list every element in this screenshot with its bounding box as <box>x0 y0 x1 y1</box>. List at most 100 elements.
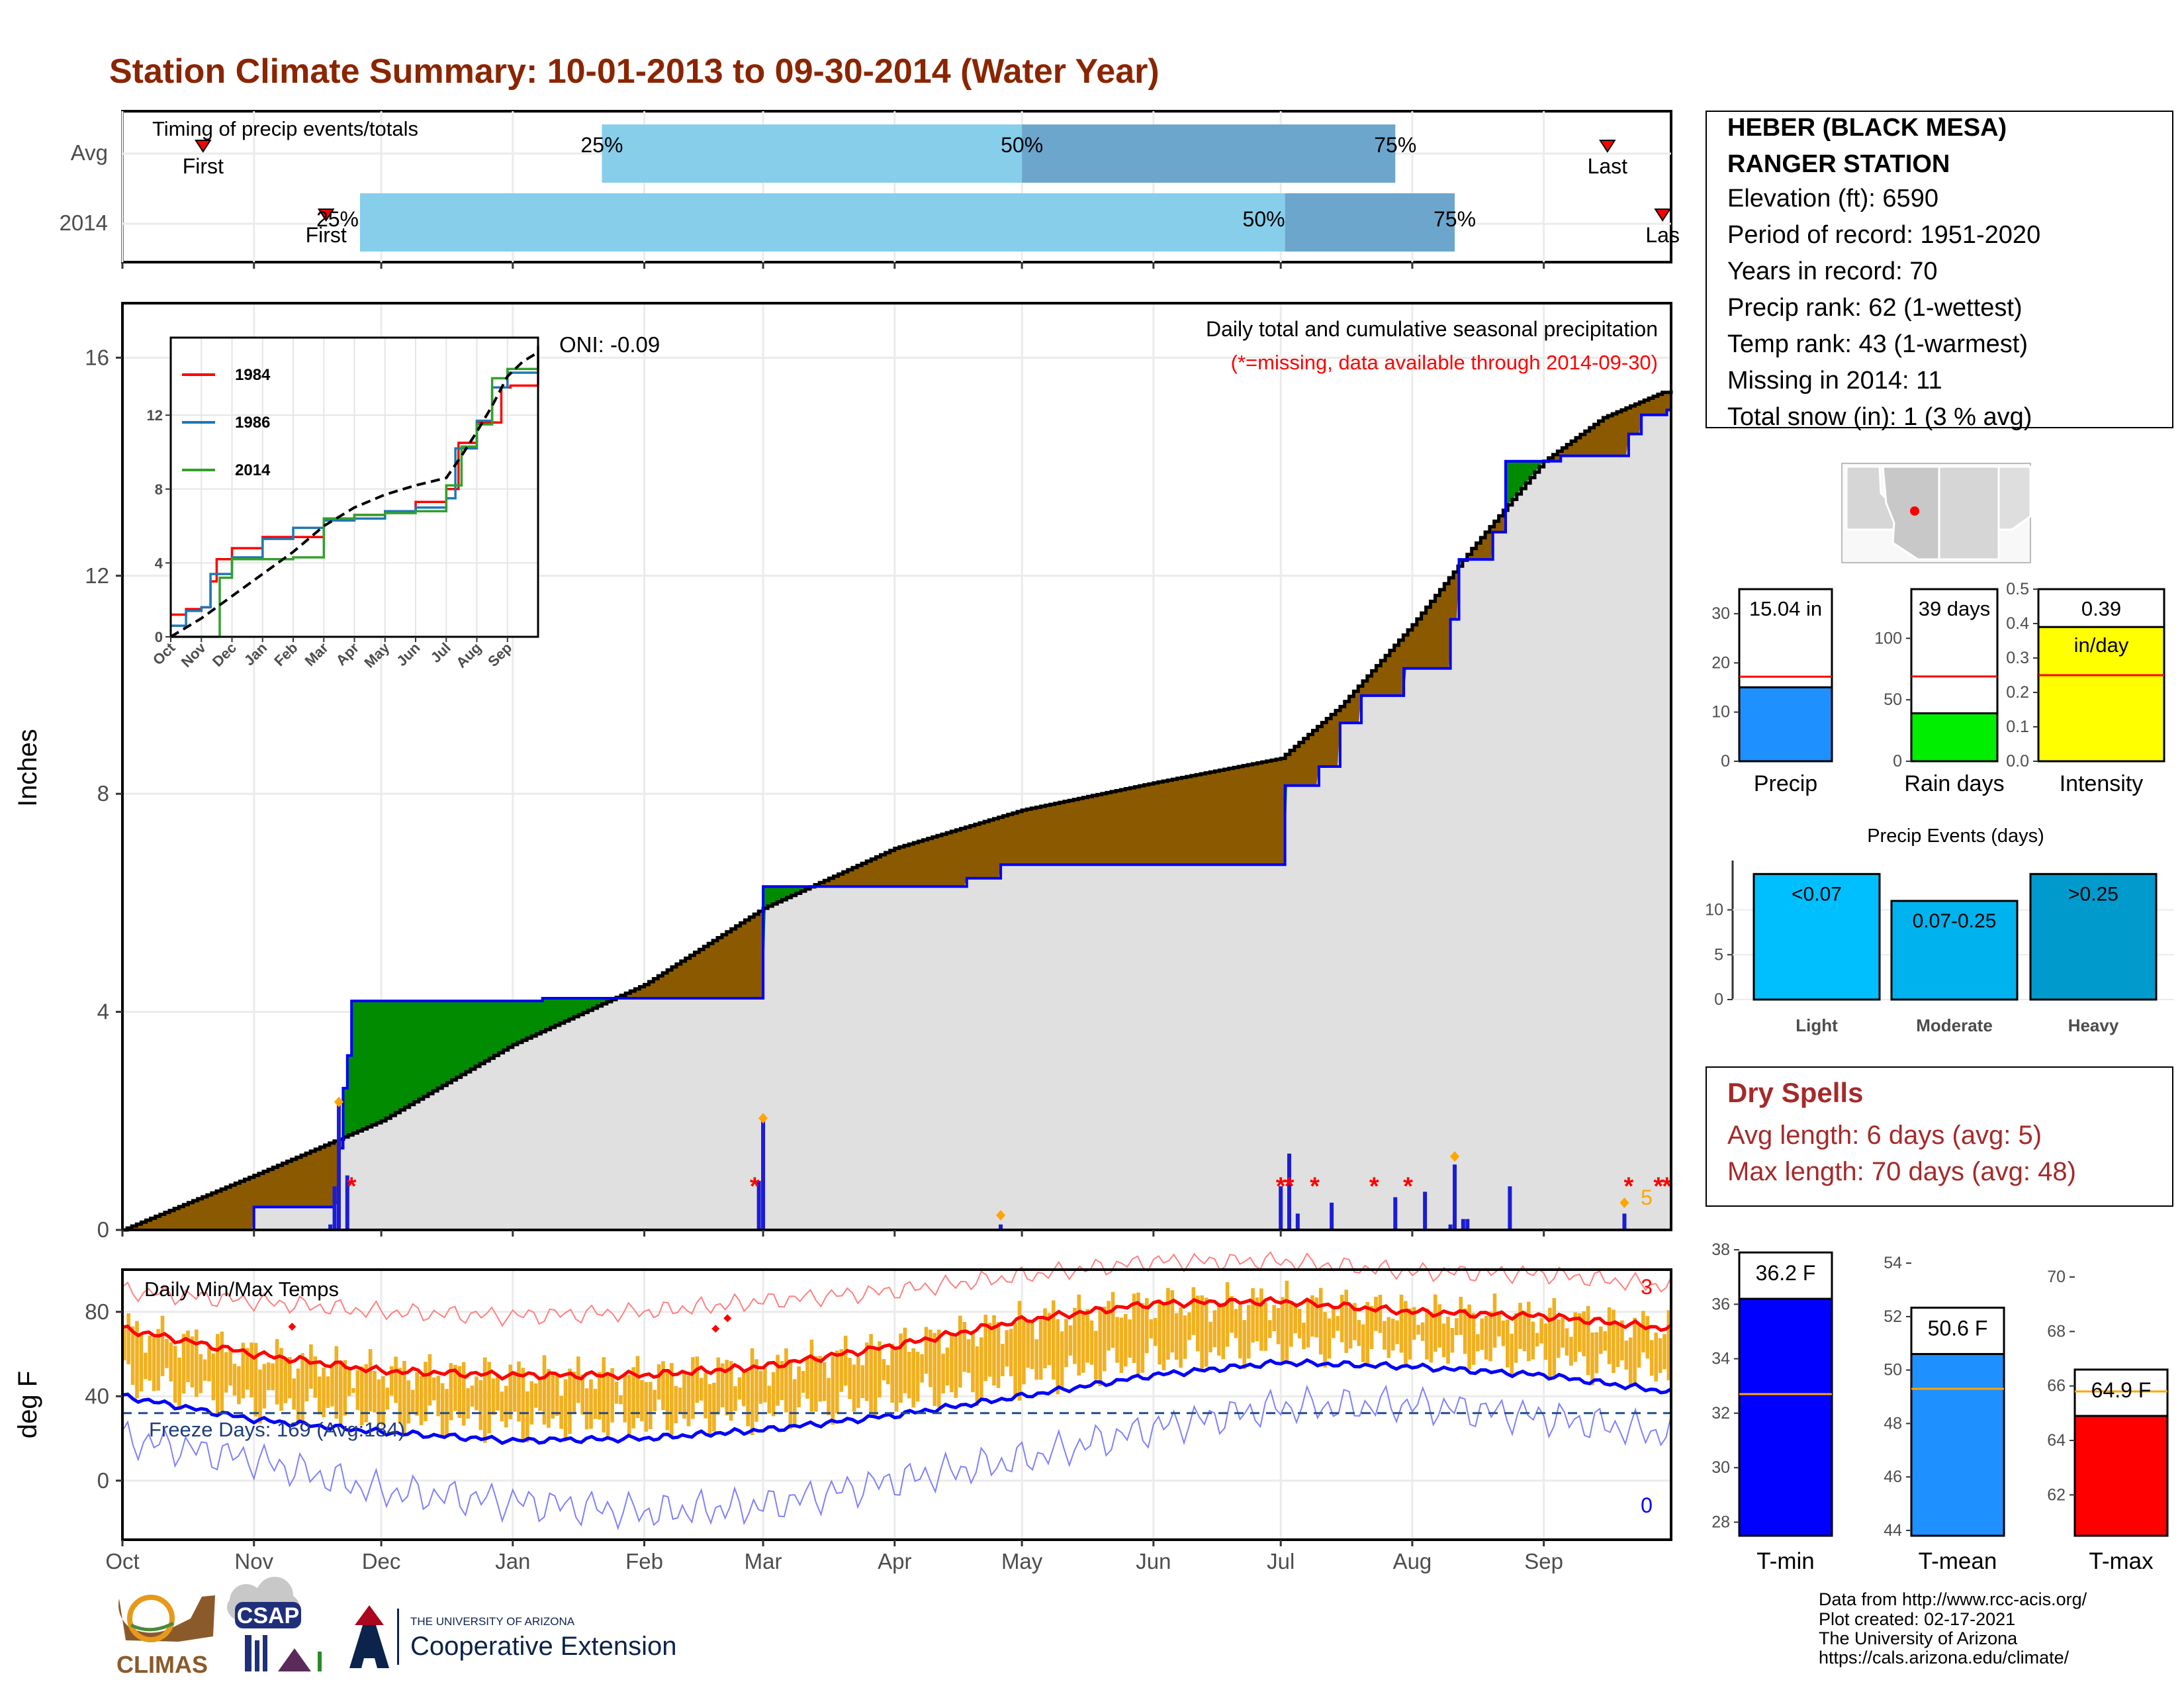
daily-temp-range-bar <box>1569 1336 1573 1366</box>
daily-temp-range-bar <box>742 1372 746 1407</box>
daily-temp-range-bar <box>614 1382 619 1404</box>
mini-bar-value-label: 0.39 <box>2081 597 2121 620</box>
csap-logo-text: CSAP <box>237 1603 299 1628</box>
timing-label-25: 25% <box>316 207 359 231</box>
daily-temp-range-bar <box>1128 1319 1132 1358</box>
daily-temp-range-bar <box>1374 1296 1378 1331</box>
daily-temp-range-bar <box>165 1338 169 1368</box>
daily-temp-range-bar <box>1463 1308 1467 1354</box>
daily-temp-range-bar <box>720 1363 725 1408</box>
timing-label-75: 75% <box>1433 207 1476 231</box>
daily-temp-range-bar <box>1361 1324 1365 1362</box>
daily-temp-range-bar <box>453 1364 457 1411</box>
first-event-label: First <box>306 223 347 247</box>
mini-bar-tick-label: 0.0 <box>2006 752 2029 771</box>
daily-temp-range-bar <box>1506 1319 1510 1368</box>
daily-temp-range-bar <box>419 1376 424 1425</box>
temp-mini-bar <box>1738 1297 1833 1537</box>
daily-temp-range-bar <box>780 1361 784 1401</box>
daily-temp-range-bar <box>907 1352 911 1399</box>
timing-label-75: 75% <box>1374 133 1416 157</box>
daily-temp-range-bar <box>1404 1301 1408 1365</box>
daily-temp-range-bar <box>1302 1323 1306 1350</box>
credit-url: https://cals.arizona.edu/climate/ <box>1819 1648 2070 1667</box>
daily-temp-range-bar <box>177 1357 181 1408</box>
mini-bar-axis-label: Intensity <box>2060 771 2144 796</box>
record-high-marker <box>723 1314 732 1323</box>
daily-temp-range-bar <box>237 1366 241 1405</box>
daily-temp-range-bar <box>351 1388 355 1393</box>
missing-day-marker: * <box>1662 1172 1672 1200</box>
temp-mini-tick-label: 64 <box>2047 1431 2066 1450</box>
mini-bar-value <box>2037 626 2165 763</box>
first-event-marker <box>194 140 212 153</box>
daily-temp-range-bar <box>1399 1294 1404 1353</box>
credit-data-source: Data from http://www.rcc-acis.org/ <box>1819 1589 2087 1609</box>
daily-temp-range-bar <box>1272 1305 1276 1331</box>
timing-bar-50-75 <box>1022 124 1396 183</box>
daily-temp-range-bar <box>1603 1331 1607 1351</box>
daily-temp-range-bar <box>504 1385 508 1428</box>
daily-temp-range-bar <box>920 1354 924 1383</box>
daily-temp-range-bar <box>1318 1288 1323 1355</box>
daily-temp-range-bar <box>1649 1340 1654 1376</box>
daily-temp-range-bar <box>529 1381 534 1425</box>
daily-temp-range-bar <box>1005 1330 1009 1367</box>
daily-temp-range-bar <box>1565 1328 1569 1356</box>
tmax-record-line <box>122 1251 1672 1327</box>
daily-temp-range-bar <box>496 1374 500 1411</box>
daily-temp-range-bar <box>1263 1302 1268 1351</box>
daily-temp-range-bar <box>941 1353 945 1393</box>
mini-bar-tick-label: 30 <box>1711 604 1730 623</box>
temp-mini-value-label: 36.2 F <box>1756 1261 1816 1285</box>
daily-temp-range-bar <box>584 1388 589 1430</box>
daily-temp-range-bar <box>169 1342 173 1382</box>
daily-temp-range-bar <box>983 1315 987 1382</box>
daily-temp-range-bar <box>360 1366 364 1426</box>
temp-mini-tick-label: 66 <box>2047 1377 2066 1395</box>
daily-temp-range-bar <box>852 1364 856 1412</box>
daily-temp-range-bar <box>406 1380 411 1424</box>
daily-temp-range-bar <box>1204 1297 1208 1367</box>
daily-temp-range-bar <box>1073 1307 1077 1364</box>
daily-temp-range-bar <box>929 1329 933 1387</box>
daily-precip-bar <box>756 1180 761 1230</box>
daily-temp-range-bar <box>440 1383 445 1436</box>
temp-mini-value-label: 50.6 F <box>1928 1316 1988 1340</box>
daily-temp-range-bar <box>640 1380 644 1421</box>
event-bar-range-label: >0.25 <box>2068 883 2118 905</box>
daily-temp-range-bar <box>267 1362 271 1391</box>
daily-temp-range-bar <box>415 1372 419 1416</box>
daily-temp-range-bar <box>1615 1324 1620 1368</box>
daily-temp-range-bar <box>1085 1309 1089 1363</box>
mini-bar-tick-label: 0 <box>1721 752 1730 771</box>
daily-temp-range-bar <box>695 1356 700 1403</box>
x-tick-label: Dec <box>362 1549 401 1573</box>
daily-temp-range-bar <box>279 1348 283 1411</box>
daily-temp-range-bar <box>1281 1297 1285 1364</box>
daily-precip-bar <box>336 1104 341 1230</box>
daily-temp-range-bar <box>1348 1307 1353 1349</box>
daily-temp-range-bar <box>1013 1323 1017 1396</box>
daily-temp-range-bar <box>436 1376 440 1417</box>
inset-y-tick-label: 4 <box>155 555 163 571</box>
daily-temp-range-bar <box>559 1395 563 1429</box>
daily-temp-range-bar <box>1497 1313 1501 1336</box>
daily-temp-range-bar <box>300 1353 304 1422</box>
daily-temp-range-bar <box>635 1356 640 1419</box>
daily-temp-range-bar <box>508 1364 512 1419</box>
daily-temp-range-bar <box>1060 1331 1064 1389</box>
daily-temp-range-bar <box>394 1356 398 1403</box>
daily-temp-range-bar <box>691 1357 695 1419</box>
daily-temp-range-bar <box>860 1365 865 1398</box>
daily-temp-range-bar <box>309 1344 313 1389</box>
freeze-days-label: Freeze Days: 169 (Avg:184) <box>149 1418 405 1441</box>
climas-logo: CLIMAS <box>116 1595 215 1678</box>
daily-temp-range-bar <box>1548 1307 1552 1378</box>
ua-small-text: THE UNIVERSITY OF ARIZONA <box>410 1615 575 1628</box>
daily-temp-range-bar <box>1022 1317 1026 1385</box>
daily-temp-range-bar <box>661 1361 665 1411</box>
tmin-record-line <box>122 1384 1672 1530</box>
temp-mini-tick-label: 28 <box>1711 1513 1730 1531</box>
